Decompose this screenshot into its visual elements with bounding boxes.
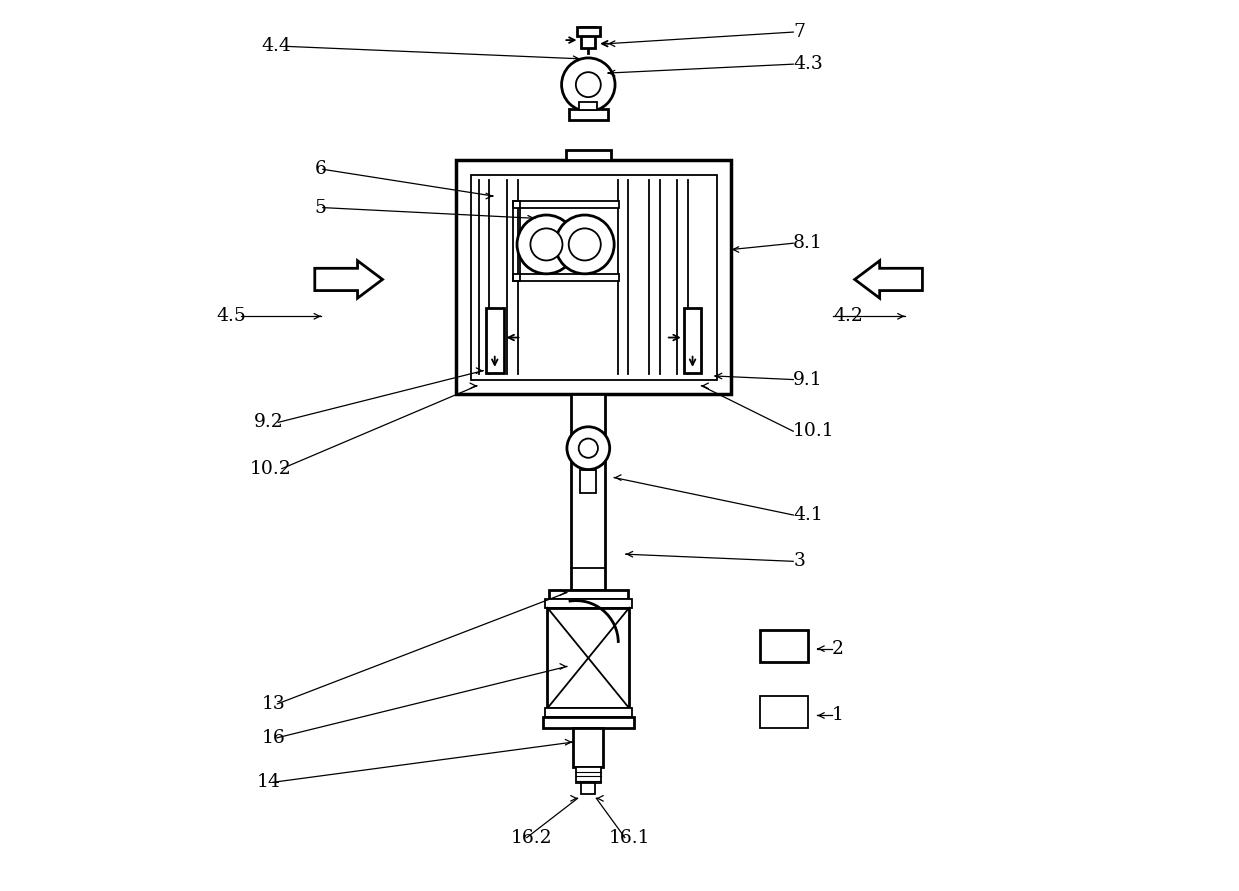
- Text: 9.1: 9.1: [793, 371, 823, 388]
- Text: 6: 6: [315, 160, 327, 178]
- Text: 16: 16: [261, 729, 285, 747]
- Bar: [580, 470, 596, 493]
- Circle shape: [569, 228, 601, 260]
- Text: 9.2: 9.2: [254, 413, 284, 431]
- Text: 7: 7: [793, 23, 805, 41]
- Bar: [581, 783, 596, 794]
- Bar: [571, 394, 605, 590]
- Bar: [574, 728, 603, 767]
- Circle shape: [579, 438, 598, 458]
- Bar: [580, 102, 597, 110]
- Circle shape: [561, 58, 615, 111]
- Text: 4.2: 4.2: [834, 307, 864, 325]
- Text: 10.1: 10.1: [793, 422, 835, 440]
- Bar: [545, 599, 632, 608]
- Text: 2: 2: [831, 640, 844, 658]
- Bar: [684, 308, 701, 373]
- Circle shape: [555, 215, 615, 274]
- Text: 4.1: 4.1: [793, 506, 823, 524]
- Bar: [545, 708, 632, 717]
- Bar: [549, 590, 627, 599]
- Bar: [581, 27, 596, 48]
- Bar: [576, 27, 600, 36]
- Text: 10.2: 10.2: [250, 460, 291, 478]
- Bar: [486, 308, 504, 373]
- Bar: [576, 767, 601, 783]
- Polygon shape: [315, 261, 383, 298]
- Text: 3: 3: [793, 552, 805, 570]
- Bar: [569, 109, 608, 120]
- Bar: [513, 200, 519, 281]
- Text: 16.1: 16.1: [608, 829, 650, 846]
- Text: 5: 5: [315, 199, 327, 217]
- Text: 4.5: 4.5: [217, 307, 247, 325]
- Bar: [456, 160, 731, 394]
- Text: 13: 13: [261, 695, 285, 713]
- Circle shape: [517, 215, 576, 274]
- Circle shape: [576, 72, 601, 97]
- Bar: [543, 717, 634, 728]
- Bar: [513, 274, 618, 281]
- Text: 4.3: 4.3: [793, 55, 823, 73]
- Circle shape: [530, 228, 563, 260]
- Bar: [513, 200, 618, 208]
- Text: 16.2: 16.2: [510, 829, 553, 846]
- Bar: [548, 608, 629, 708]
- Text: 4.4: 4.4: [261, 37, 291, 55]
- Bar: [471, 175, 716, 380]
- Polygon shape: [855, 261, 923, 298]
- Bar: [761, 696, 808, 728]
- Text: 1: 1: [831, 707, 844, 724]
- Circle shape: [567, 427, 610, 470]
- Text: 14: 14: [256, 773, 281, 791]
- Text: 8.1: 8.1: [793, 234, 823, 252]
- Bar: [761, 630, 808, 662]
- Bar: [566, 150, 611, 160]
